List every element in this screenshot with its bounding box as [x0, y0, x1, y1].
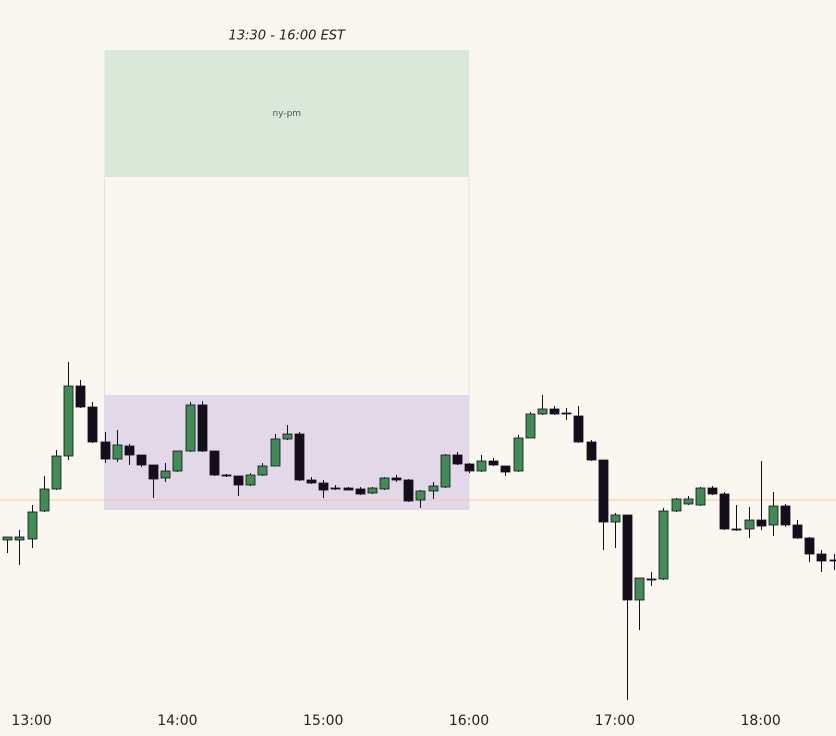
candle-body: [294, 433, 305, 481]
candle-body: [197, 404, 208, 452]
x-tick-label: 17:00: [595, 713, 635, 729]
candle-body: [172, 450, 183, 472]
candle-body: [428, 485, 439, 492]
candle-body: [537, 408, 548, 415]
candle-body: [646, 578, 657, 581]
session-label: 13:30 - 16:00 EST: [229, 29, 346, 44]
candle-body: [707, 487, 718, 495]
candle-body: [829, 559, 836, 562]
candle-body: [112, 444, 123, 460]
candle-body: [549, 408, 560, 415]
candle-body: [355, 488, 366, 495]
candle-body: [610, 514, 621, 523]
candle-body: [282, 433, 293, 440]
candle-body: [330, 487, 341, 490]
candle-body: [792, 524, 803, 539]
candle-body: [731, 528, 742, 531]
candle-body: [464, 463, 475, 472]
candle-body: [744, 519, 755, 530]
candle-body: [14, 536, 25, 541]
candle-body: [780, 505, 791, 526]
candle-body: [671, 498, 682, 512]
candle-body: [306, 479, 317, 484]
x-tick-label: 18:00: [740, 713, 780, 729]
candle-body: [39, 488, 50, 512]
candle-body: [756, 519, 767, 527]
candle-body: [100, 441, 111, 460]
candle-body: [391, 477, 402, 481]
candle-body: [440, 454, 451, 488]
candle-body: [695, 487, 706, 506]
candle-body: [598, 459, 609, 523]
candle-body: [622, 514, 633, 601]
candle-body: [75, 385, 86, 408]
candle-body: [816, 553, 827, 562]
candle-body: [525, 413, 536, 439]
candle-body: [513, 437, 524, 472]
x-tick-label: 15:00: [303, 713, 343, 729]
candle-body: [500, 465, 511, 473]
candle-body: [379, 477, 390, 490]
candle-body: [63, 385, 74, 457]
candle-body: [51, 455, 62, 490]
candle-body: [136, 454, 147, 466]
candle-body: [415, 490, 426, 501]
candle-body: [343, 487, 354, 491]
candle-body: [233, 475, 244, 486]
candle-body: [87, 406, 98, 443]
candle-body: [634, 577, 645, 601]
candle-body: [124, 445, 135, 456]
candle-body: [221, 474, 232, 477]
candle-body: [318, 482, 329, 491]
candle-body: [367, 487, 378, 494]
candle-body: [804, 537, 815, 555]
candle-body: [270, 438, 281, 467]
candle-body: [488, 460, 499, 466]
candle-body: [586, 441, 597, 461]
candle-body: [719, 493, 730, 530]
candle-body: [209, 450, 220, 476]
candle-body: [185, 404, 196, 452]
session-range: [104, 395, 470, 510]
x-tick-label: 13:00: [11, 713, 51, 729]
candle-body: [403, 479, 414, 502]
candle-body: [658, 510, 669, 580]
candle-body: [573, 415, 584, 443]
candle-body: [27, 511, 38, 540]
candle-body: [476, 460, 487, 472]
session-zone: [104, 50, 470, 177]
candle-body: [683, 498, 694, 505]
candle-body: [148, 464, 159, 480]
candle-body: [452, 454, 463, 465]
candle-body: [257, 465, 268, 476]
candle-body: [160, 470, 171, 479]
candle-body: [245, 474, 256, 486]
x-tick-label: 16:00: [449, 713, 489, 729]
session-name: ny-pm: [272, 109, 301, 119]
candle-body: [561, 412, 572, 415]
x-tick-label: 14:00: [157, 713, 197, 729]
candle-body: [768, 505, 779, 526]
candle-body: [2, 536, 13, 541]
